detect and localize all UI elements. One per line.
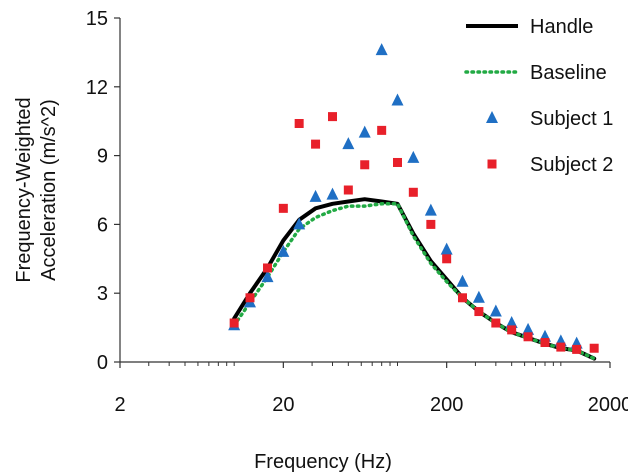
y-tick-label: 15 [86, 8, 108, 30]
subject2-point [311, 139, 321, 149]
subject2-point [426, 219, 436, 229]
subject1-point [342, 137, 355, 150]
handle-line [232, 197, 597, 361]
subject1-point [505, 316, 518, 329]
legend-item: Baseline [464, 62, 607, 84]
y-axis-label-line1: Frequency-Weighted [13, 97, 35, 282]
legend-item: Handle [466, 16, 593, 38]
x-tick-label: 2 [114, 394, 125, 416]
subject1-point [407, 150, 420, 163]
subject1-point [293, 217, 306, 230]
subject2-point [245, 293, 255, 303]
subject2-point [377, 125, 387, 135]
y-axis-label-line2: Acceleration (m/s^2) [38, 99, 60, 281]
y-tick-label: 0 [97, 352, 108, 374]
x-tick-label: 2000 [588, 394, 628, 416]
subject2-point [442, 254, 452, 264]
subject1-point [277, 244, 290, 257]
baseline-line [232, 202, 596, 361]
subject2-point [491, 318, 501, 328]
subject2-point [408, 187, 418, 197]
subject1-point [358, 125, 371, 138]
subject2-point [343, 185, 353, 195]
subject2-point [572, 344, 582, 354]
legend-subject2-swatch [487, 159, 497, 169]
subject2-point [507, 325, 517, 335]
x-tick-label: 200 [430, 394, 463, 416]
subject1-point [424, 203, 437, 216]
axes [119, 18, 610, 363]
legend-item: Subject 2 [487, 154, 613, 176]
subject1-point [309, 189, 322, 202]
legend-label: Baseline [530, 62, 607, 84]
subject2-point [229, 318, 239, 328]
subject2-point [589, 343, 599, 353]
subject1-point [456, 274, 469, 287]
subject2-point [360, 160, 370, 170]
subject1-point [472, 290, 485, 303]
subject1-point [326, 187, 339, 200]
y-ticks: 0 3 6 9 12 15 [86, 8, 120, 374]
legend-label: Handle [530, 16, 593, 38]
series-baseline [232, 202, 596, 361]
legend-label: Subject 1 [530, 108, 613, 130]
legend-item: Subject 1 [486, 108, 613, 130]
subject1-point [391, 93, 404, 106]
subject2-point [556, 342, 566, 352]
y-tick-label: 6 [97, 214, 108, 236]
y-tick-label: 9 [97, 146, 108, 168]
subject1-point [261, 270, 274, 283]
subject1-point [375, 43, 388, 56]
legend-subject1-swatch [486, 111, 498, 123]
x-ticks: 2 20 200 2000 [114, 362, 628, 416]
series-subject-1 [228, 43, 583, 349]
subject2-point [523, 332, 533, 342]
series-handle [232, 197, 597, 361]
y-tick-label: 3 [97, 283, 108, 305]
subject1-point [440, 242, 453, 255]
legend: Handle Baseline Subject 1 Subject 2 [464, 16, 613, 176]
subject2-point [263, 263, 273, 273]
x-tick-label: 20 [272, 394, 294, 416]
x-axis-label: Frequency (Hz) [254, 451, 392, 473]
y-tick-label: 12 [86, 77, 108, 99]
subject2-point [474, 307, 484, 317]
legend-label: Subject 2 [530, 154, 613, 176]
series-subject-2 [229, 112, 599, 354]
subject2-point [294, 118, 304, 128]
subject2-point [540, 338, 550, 348]
subject2-point [392, 157, 402, 167]
subject2-point [328, 112, 338, 122]
subject2-point [457, 293, 467, 303]
series-layer [228, 43, 599, 361]
subject2-point [278, 203, 288, 213]
subject1-point [522, 322, 535, 335]
subject1-point [489, 304, 502, 317]
